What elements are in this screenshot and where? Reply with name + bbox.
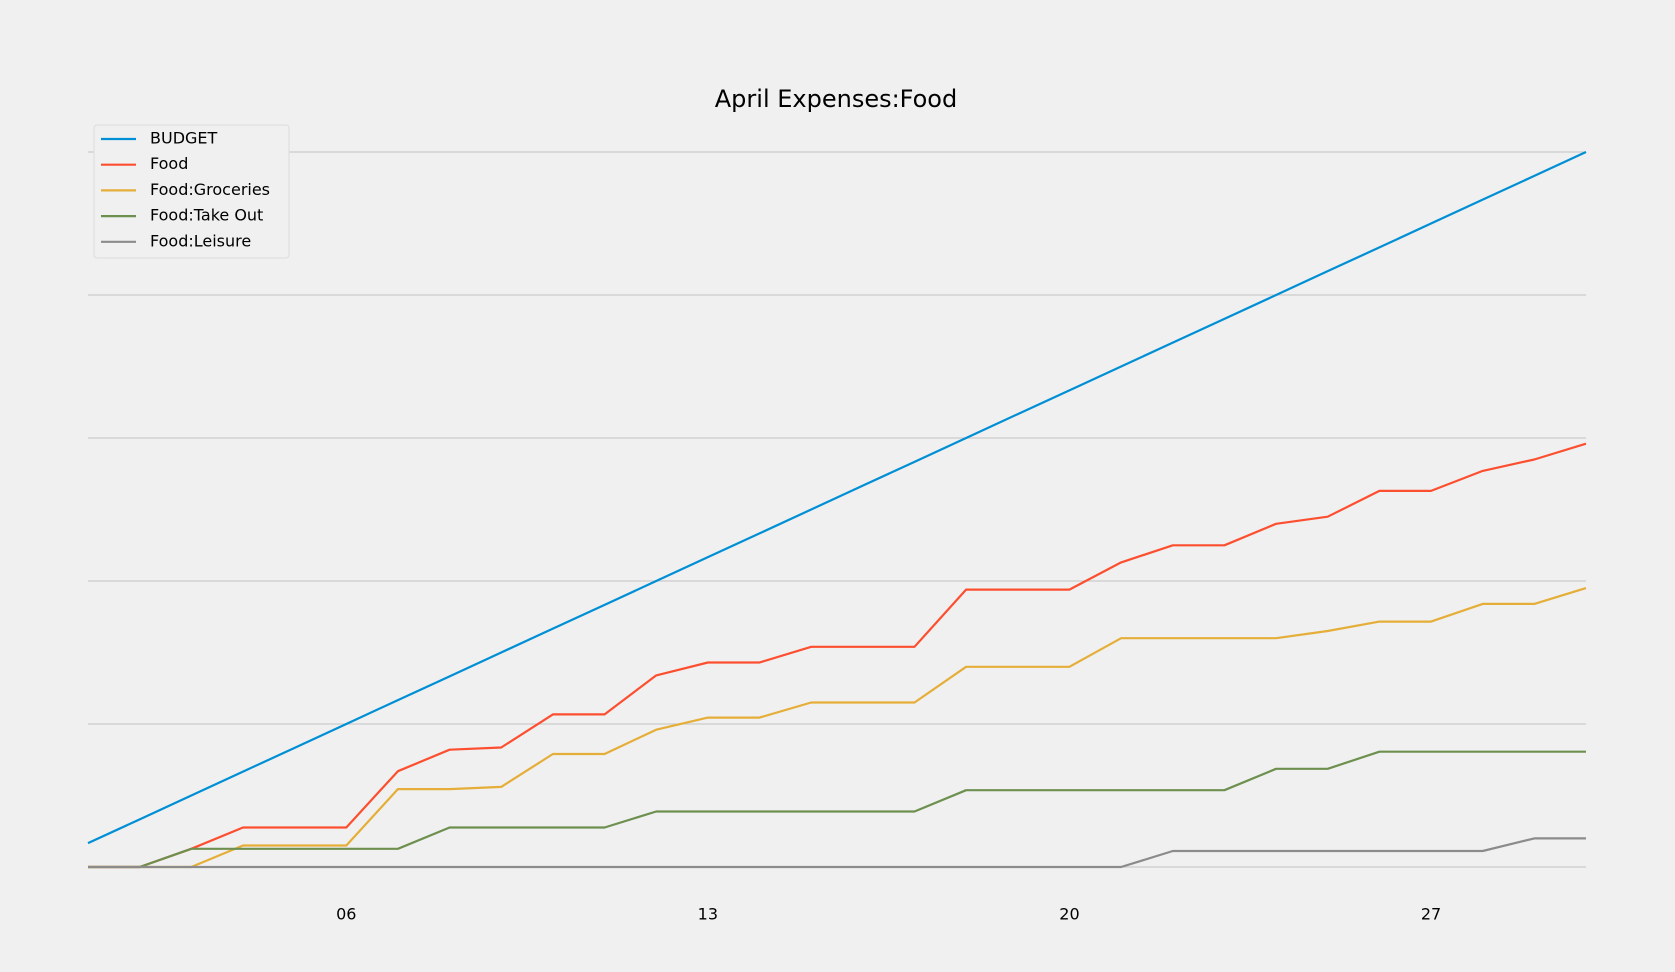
x-tick-label: 13 bbox=[698, 905, 718, 924]
series-line bbox=[88, 750, 1586, 869]
legend: BUDGET Food Food:Groceries Food:Take Out Foo… bbox=[93, 124, 290, 259]
legend-label: Food:Leisure bbox=[150, 231, 251, 250]
x-tick-label: 27 bbox=[1421, 905, 1441, 924]
legend-label: Food bbox=[150, 154, 188, 173]
x-tick-label: 06 bbox=[336, 905, 356, 924]
legend-label: BUDGET bbox=[150, 129, 218, 148]
legend-box bbox=[93, 124, 290, 259]
legend-label: Food:Take Out bbox=[150, 206, 263, 225]
series-line bbox=[88, 442, 1587, 869]
series-line bbox=[88, 587, 1587, 869]
series-line bbox=[88, 837, 1586, 869]
x-tick-label: 20 bbox=[1059, 905, 1079, 924]
legend-label: Food:Groceries bbox=[150, 180, 270, 199]
series-line bbox=[87, 151, 1587, 845]
chart-title: April Expenses:Food bbox=[715, 85, 957, 113]
